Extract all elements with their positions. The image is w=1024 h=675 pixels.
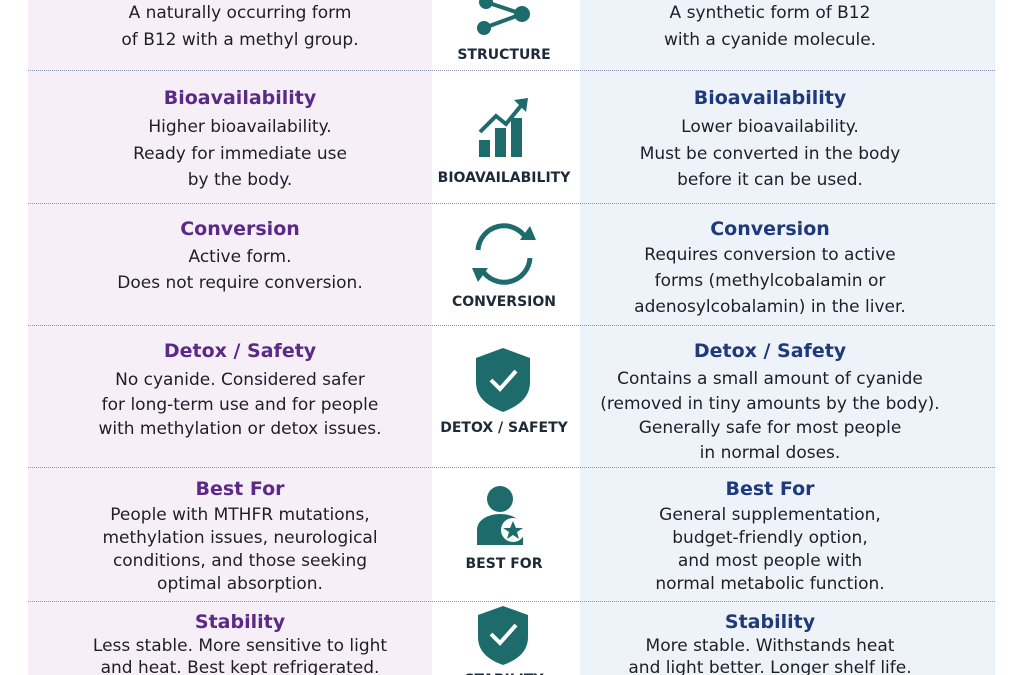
row-separator [28, 70, 995, 71]
left-text: Does not require conversion. [117, 273, 363, 293]
left-text: methylation issues, neurological [102, 528, 378, 548]
shield-icon [476, 348, 530, 412]
right-text: adenosylcobalamin) in the liver. [634, 297, 906, 317]
left-text: conditions, and those seeking [112, 551, 368, 571]
left-text: Ready for immediate use [133, 143, 347, 164]
left-text: A naturally occurring form [128, 3, 352, 23]
right-column [580, 0, 995, 675]
left-text: Active form. [188, 247, 292, 267]
right-heading: Best For [725, 478, 815, 500]
left-text: People with MTHFR mutations, [110, 505, 370, 525]
right-text: normal metabolic function. [655, 574, 885, 594]
row-label: CONVERSION [452, 294, 556, 310]
left-heading: Conversion [180, 218, 300, 240]
row-label: STABILITY [464, 672, 543, 675]
right-text: More stable. Withstands heat [645, 636, 895, 656]
right-text: forms (methylcobalamin or [654, 271, 886, 291]
left-heading: Detox / Safety [163, 340, 317, 362]
left-text: and heat. Best kept refrigerated. [100, 658, 380, 675]
left-text: Less stable. More sensitive to light [92, 636, 388, 656]
row-separator [28, 203, 995, 204]
person-icon [477, 486, 525, 545]
row-label: BIOAVAILABILITY [437, 170, 571, 186]
right-heading: Stability [724, 611, 816, 633]
right-text: before it can be used. [677, 170, 863, 190]
shield-icon [478, 606, 528, 665]
row-separator [28, 467, 995, 468]
right-heading: Bioavailability [693, 87, 847, 109]
right-text: General supplementation, [659, 505, 881, 525]
left-heading: Bioavailability [163, 87, 317, 109]
left-text: No cyanide. Considered safer [115, 370, 365, 390]
right-text: and light better. Longer shelf life. [628, 658, 912, 675]
right-text: Requires conversion to active [644, 245, 896, 265]
left-text: with methylation or detox issues. [98, 419, 382, 439]
cycle-icon [472, 223, 536, 285]
row-label: DETOX / SAFETY [440, 420, 568, 436]
left-text: optimal absorption. [157, 574, 323, 594]
left-heading: Best For [195, 478, 285, 500]
right-text: budget-friendly option, [672, 528, 868, 548]
left-text: of B12 with a methyl group. [121, 30, 359, 50]
left-column [28, 0, 432, 675]
right-text: in normal doses. [699, 442, 841, 463]
right-text: Contains a small amount of cyanide [617, 369, 923, 389]
right-text: (removed in tiny amounts by the body). [600, 393, 940, 414]
chart-icon [478, 98, 528, 157]
left-text: for long-term use and for people [101, 394, 379, 415]
right-heading: Detox / Safety [693, 340, 847, 362]
left-heading: Stability [194, 611, 286, 633]
row-label: BEST FOR [465, 556, 543, 572]
molecule-icon [477, 0, 530, 35]
right-text: Lower bioavailability. [681, 117, 859, 137]
left-text: Higher bioavailability. [148, 117, 332, 137]
row-separator [28, 325, 995, 326]
right-text: A synthetic form of B12 [669, 3, 871, 23]
left-text: by the body. [187, 170, 293, 190]
right-text: Generally safe for most people [638, 418, 902, 438]
right-text: and most people with [677, 551, 863, 571]
right-heading: Conversion [710, 218, 830, 240]
right-text: with a cyanide molecule. [663, 30, 877, 50]
row-label: STRUCTURE [457, 47, 551, 63]
row-separator [28, 601, 995, 602]
right-text: Must be converted in the body [639, 143, 901, 164]
